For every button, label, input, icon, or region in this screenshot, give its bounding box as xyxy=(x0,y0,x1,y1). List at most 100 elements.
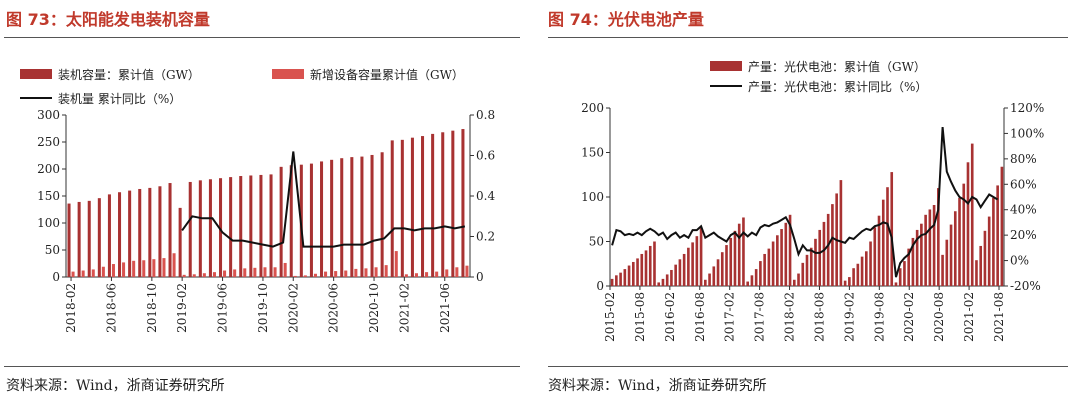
figure-74-top-rule xyxy=(548,37,1068,38)
bar-pv-cell-output xyxy=(805,254,809,286)
bar-pv-cell-output xyxy=(619,272,622,286)
figure-74-bottom-rule xyxy=(548,366,1068,367)
y-left-tick-label: 100 xyxy=(581,190,604,204)
bar-cumulative-capacity xyxy=(97,198,101,277)
legend-label: 产量：光伏电池：累计同比（%） xyxy=(748,80,927,94)
bar-pv-cell-output xyxy=(852,268,855,286)
bar-pv-cell-output xyxy=(763,253,766,286)
bar-pv-cell-output xyxy=(657,282,661,286)
bar-pv-cell-output xyxy=(767,248,771,286)
bar-new-capacity xyxy=(71,271,75,277)
bar-pv-cell-output xyxy=(729,237,733,286)
x-tick-label: 2020-10 xyxy=(367,283,381,333)
bar-pv-cell-output xyxy=(924,214,927,286)
bar-new-capacity xyxy=(414,273,418,277)
y-right-tick-label: 0.8 xyxy=(476,108,495,122)
bar-new-capacity xyxy=(142,260,146,277)
bar-cumulative-capacity xyxy=(370,154,374,277)
bar-pv-cell-output xyxy=(648,245,652,286)
figure-73-title: 图 73：太阳能发电装机容量 xyxy=(6,10,210,29)
bar-cumulative-capacity xyxy=(431,133,435,277)
bar-pv-cell-output xyxy=(822,221,826,286)
y-right-tick-label: 120% xyxy=(1010,101,1044,115)
legend-bar-swatch xyxy=(710,61,742,71)
pv-cell-production-chart: 0 50 100 150 200 -20% 0% 20% 40% 60% 80% 100% 120% 产量… xyxy=(581,59,1044,342)
bar-pv-cell-output xyxy=(665,274,669,286)
bar-pv-cell-output xyxy=(877,215,881,286)
figure-73-source: 资料来源：Wind，浙商证券研究所 xyxy=(6,378,225,394)
y-right-tick-label: 60% xyxy=(1010,177,1037,191)
x-tick-label: 2021-02 xyxy=(962,292,976,342)
bar-new-capacity xyxy=(404,274,408,277)
x-tick-label: 2018-06 xyxy=(104,283,118,333)
bar-cumulative-capacity xyxy=(87,200,91,277)
bar-cumulative-capacity xyxy=(360,156,364,277)
x-tick-label: 2018-02 xyxy=(783,292,797,342)
bar-cumulative-capacity xyxy=(168,183,172,277)
bar-new-capacity xyxy=(334,271,338,277)
bar-new-capacity xyxy=(212,272,216,277)
legend-label: 装机容量：累计值（GW） xyxy=(58,67,200,82)
bar-new-capacity xyxy=(374,267,378,277)
bar-cumulative-capacity xyxy=(441,132,445,277)
bar-pv-cell-output xyxy=(886,187,889,286)
bar-pv-cell-output xyxy=(937,188,940,286)
bar-new-capacity xyxy=(263,267,267,277)
bar-new-capacity xyxy=(394,251,398,277)
bar-new-capacity xyxy=(243,268,247,277)
bar-pv-cell-output xyxy=(788,214,792,286)
bar-new-capacity xyxy=(233,269,237,277)
bar-pv-cell-output xyxy=(920,223,923,286)
bar-pv-cell-output xyxy=(780,229,783,286)
bar-cumulative-capacity xyxy=(118,192,122,277)
bar-pv-cell-output xyxy=(898,268,902,286)
x-tick-label: 2019-08 xyxy=(872,292,886,342)
x-tick-label: 2019-02 xyxy=(175,283,189,333)
bar-new-capacity xyxy=(202,273,206,277)
bar-new-capacity xyxy=(283,262,287,277)
bar-pv-cell-output xyxy=(881,199,885,286)
bar-cumulative-capacity xyxy=(400,139,404,277)
bar-pv-cell-output xyxy=(704,279,707,286)
x-tick-label: 2020-06 xyxy=(327,283,341,333)
bar-pv-cell-output xyxy=(792,279,796,286)
bar-cumulative-capacity xyxy=(320,161,324,277)
bar-pv-cell-output xyxy=(771,241,775,286)
bar-pv-cell-output xyxy=(966,162,970,286)
y-right-tick-label: 0 xyxy=(476,270,484,284)
bar-pv-cell-output xyxy=(682,253,686,286)
legend-label: 新增设备容量累计值（GW） xyxy=(310,67,464,82)
solar-capacity-chart: 0 50 100 150 200 250 300 0 0.2 0.4 0.6 0.8 装机容量：累计值（… xyxy=(20,67,495,333)
bar-pv-cell-output xyxy=(962,183,966,286)
bar-pv-cell-output xyxy=(848,277,851,286)
y-right-tick-label: 0.4 xyxy=(476,189,495,203)
bar-pv-cell-output xyxy=(949,224,953,286)
figure-74-source: 资料来源：Wind，浙商证券研究所 xyxy=(548,378,767,394)
bar-cumulative-capacity xyxy=(350,157,354,277)
y-left-tick-label: 200 xyxy=(581,101,604,115)
bar-new-capacity xyxy=(344,270,348,277)
bar-new-capacity xyxy=(132,260,136,277)
bar-pv-cell-output xyxy=(996,185,999,286)
y-right-tick-label: 0.6 xyxy=(476,149,495,163)
x-tick-label: 2021-06 xyxy=(438,283,452,333)
bar-cumulative-capacity xyxy=(269,174,273,277)
bar-pv-cell-output xyxy=(653,241,656,286)
x-tick-label: 2018-10 xyxy=(145,283,159,333)
bar-cumulative-capacity xyxy=(208,179,212,277)
bar-pv-cell-output xyxy=(733,230,737,286)
bar-cumulative-capacity xyxy=(67,203,71,277)
bar-pv-cell-output xyxy=(640,253,644,286)
line-yoy-growth xyxy=(181,151,466,248)
bar-pv-cell-output xyxy=(890,172,894,286)
bar-new-capacity xyxy=(273,267,277,277)
x-tick-label: 2016-02 xyxy=(663,292,677,342)
y-right-tick-label: 40% xyxy=(1010,203,1037,217)
bar-new-capacity xyxy=(172,253,176,277)
bar-pv-cell-output xyxy=(776,235,779,286)
bar-new-capacity xyxy=(111,264,115,277)
figure-73-top-rule xyxy=(4,37,520,38)
bar-pv-cell-output xyxy=(987,216,991,286)
legend-bar-swatch xyxy=(272,69,304,79)
bar-new-capacity xyxy=(445,269,449,277)
